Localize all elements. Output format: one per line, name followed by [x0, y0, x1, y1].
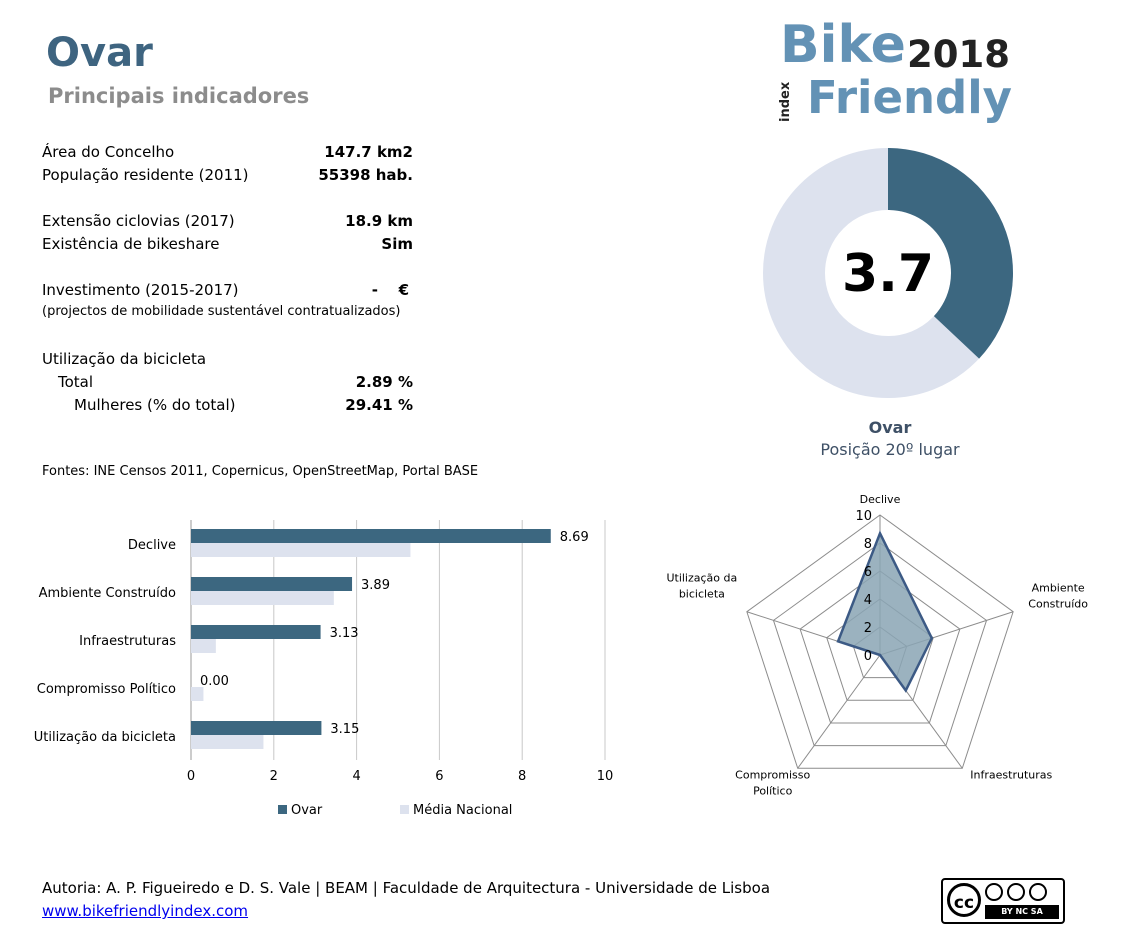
creative-commons-license-icon: cc BY NC SA	[941, 878, 1065, 924]
radar-tick-label: 0	[864, 649, 872, 664]
page-subtitle: Principais indicadores	[48, 84, 310, 108]
license-symbols-icon	[985, 883, 1059, 903]
radar-axis-label: Ambiente	[1032, 582, 1085, 595]
usage-women-label: Mulheres (% do total)	[74, 396, 236, 414]
cc-icon: cc	[947, 883, 981, 917]
website-link-wrap: www.bikefriendlyindex.com	[42, 902, 248, 920]
donut-city-name: Ovar	[868, 418, 912, 437]
logo-friendly-text: Friendly	[807, 71, 1013, 124]
x-tick-label: 8	[518, 769, 526, 784]
radar-gridline	[799, 570, 961, 724]
radar-tick-label: 2	[864, 621, 872, 636]
bar-media-nacional	[191, 735, 264, 749]
bar-ovar	[191, 721, 322, 735]
category-label: Compromisso Político	[37, 682, 176, 697]
usage-women-value: 29.41 %	[345, 396, 413, 414]
legend-label: Média Nacional	[413, 803, 512, 818]
usage-total-label: Total	[58, 373, 94, 391]
investment-note: (projectos de mobilidade sustentável con…	[42, 304, 401, 319]
bar-data-label: 3.89	[361, 578, 390, 593]
bar-data-label: 8.69	[560, 530, 589, 545]
radar-axis-label: Construído	[1028, 598, 1088, 611]
legend-swatch	[400, 805, 409, 814]
radar-axis-label: Infraestruturas	[970, 768, 1052, 781]
indicator-bar-chart: 0 2 4 6 8 10 8.69 Declive 3.89 Ambiente Construíd…	[34, 520, 614, 818]
bike-usage-label: Utilização da bicicleta	[42, 350, 207, 368]
category-label: Declive	[128, 538, 176, 553]
bar-ovar	[191, 529, 551, 543]
radar-axis-label: Político	[753, 784, 793, 797]
website-link[interactable]: www.bikefriendlyindex.com	[42, 902, 249, 920]
bar-data-label: 3.15	[330, 722, 359, 737]
logo-year-text: 2018	[907, 33, 1010, 76]
radar-tick-label: 6	[864, 565, 872, 580]
radar-tick-label: 4	[864, 593, 872, 608]
indicator-radar-chart: 0 2 4 6 8 10 Declive Ambiente Construído Infraest…	[666, 493, 1088, 797]
investment-dash: -	[371, 281, 378, 299]
investment-label: Investimento (2015-2017)	[42, 281, 239, 299]
radar-axis-label: Compromisso	[735, 768, 810, 781]
radar-gridline	[772, 542, 988, 747]
cycleways-label: Extensão ciclovias (2017)	[42, 212, 235, 230]
bar-media-nacional	[191, 687, 204, 701]
bikeshare-label: Existência de bikeshare	[42, 235, 220, 253]
bar-ovar	[191, 625, 321, 639]
category-label: Utilização da bicicleta	[34, 730, 176, 745]
donut-ranking: Posição 20º lugar	[820, 440, 960, 459]
x-tick-label: 4	[352, 769, 360, 784]
radar-axis-label: Declive	[860, 493, 901, 506]
radar-axis-label: Utilização da	[666, 572, 737, 585]
x-tick-label: 0	[187, 769, 195, 784]
legend-swatch	[278, 805, 287, 814]
bar-media-nacional	[191, 543, 411, 557]
bar-data-label: 0.00	[200, 674, 229, 689]
radar-spoke	[797, 654, 881, 769]
logo-index-text: index	[778, 81, 793, 122]
donut-score-value: 3.7	[842, 244, 934, 304]
authors-credit: Autoria: A. P. Figueiredo e D. S. Vale |…	[42, 879, 771, 897]
x-tick-label: 6	[435, 769, 443, 784]
sources-note: Fontes: INE Censos 2011, Copernicus, Ope…	[42, 464, 479, 479]
donut-score-segment	[888, 148, 1013, 359]
bar-data-label: 3.13	[330, 626, 359, 641]
page-title: Ovar	[46, 30, 153, 76]
category-label: Infraestruturas	[79, 634, 176, 649]
category-label: Ambiente Construído	[39, 586, 176, 601]
area-label: Área do Concelho	[42, 143, 175, 161]
area-value: 147.7 km2	[324, 143, 413, 161]
bikeshare-value: Sim	[381, 235, 413, 253]
bar-media-nacional	[191, 591, 334, 605]
radar-gridline	[746, 514, 1014, 769]
logo-bike-text: Bike	[780, 15, 906, 75]
cycleways-value: 18.9 km	[345, 212, 413, 230]
x-tick-label: 2	[270, 769, 278, 784]
score-donut-chart: 3.7	[763, 148, 1013, 398]
license-terms: BY NC SA	[985, 905, 1059, 919]
population-label: População residente (2011)	[42, 166, 249, 184]
legend-label: Ovar	[291, 803, 323, 818]
usage-total-value: 2.89 %	[355, 373, 413, 391]
x-tick-label: 10	[597, 769, 614, 784]
bar-media-nacional	[191, 639, 216, 653]
radar-axis-label: bicicleta	[679, 588, 725, 601]
radar-tick-label: 8	[864, 537, 872, 552]
radar-series-ovar	[836, 530, 934, 693]
investment-unit: €	[398, 281, 409, 299]
bar-ovar	[191, 577, 353, 591]
radar-tick-label: 10	[855, 509, 872, 524]
population-value: 55398 hab.	[318, 166, 413, 184]
